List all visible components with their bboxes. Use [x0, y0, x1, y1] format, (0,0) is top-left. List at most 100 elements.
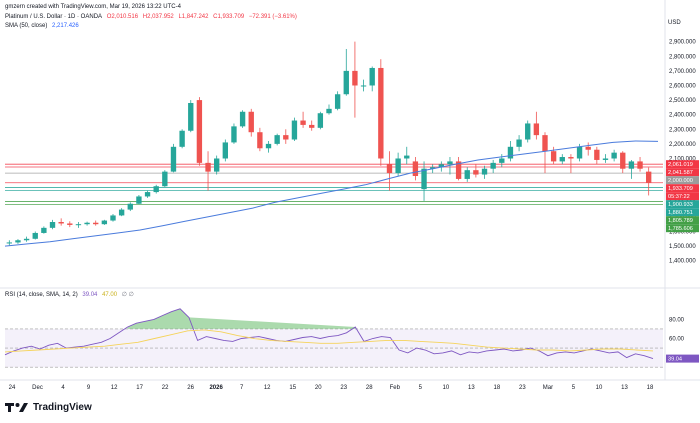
rsi-overbought-fill — [127, 308, 356, 329]
ohlc-close: C1,933.709 — [213, 14, 245, 20]
time-tick-label: 10 — [442, 385, 449, 391]
rsi-tick-label: 80.00 — [669, 317, 685, 323]
candle-body — [611, 152, 617, 159]
candle-body — [646, 171, 652, 183]
candle-body — [265, 143, 272, 149]
ohlc-change: −72.391 (−3.61%) — [248, 14, 297, 20]
candle-body — [525, 123, 531, 140]
candle-body — [67, 223, 73, 225]
candle-body — [291, 120, 298, 140]
price-tick-label: 2,100.000 — [669, 156, 696, 162]
candle-body — [93, 222, 99, 225]
candle-body — [499, 158, 505, 163]
price-tick-label: 2,400.000 — [669, 113, 696, 119]
candle-body — [84, 222, 90, 225]
time-tick-label: 18 — [494, 385, 501, 391]
rsi-value: 39.04 — [82, 292, 98, 298]
candle-body — [412, 161, 419, 177]
price-label-box — [666, 176, 699, 185]
time-tick-label: 20 — [315, 385, 322, 391]
rsi-legend: RSI (14, close, SMA, 14, 2) 39.04 47.00 … — [5, 291, 137, 298]
candle-body — [231, 126, 237, 143]
rsi-line — [4, 308, 654, 360]
ohlc-low: L1,847.242 — [178, 14, 209, 20]
time-tick-label: 28 — [366, 385, 373, 391]
price-label-box — [666, 184, 699, 193]
time-tick-label: 2026 — [209, 385, 223, 391]
time-tick-label: 17 — [136, 385, 143, 391]
candle-body — [257, 132, 263, 149]
candle-body — [352, 70, 358, 86]
price-label-text: 2,041.587 — [668, 170, 693, 176]
candle-body — [343, 70, 349, 95]
price-label-text: 2,061.019 — [668, 162, 693, 168]
price-tick-label: 1,400.000 — [669, 259, 696, 265]
price-tick-label: 2,300.000 — [669, 127, 696, 133]
price-tick-label: 1,500.000 — [669, 244, 696, 250]
candle-body — [170, 146, 177, 172]
time-tick-label: 13 — [468, 385, 475, 391]
candle-body — [490, 162, 496, 169]
candle-body — [196, 100, 203, 163]
candle-body — [23, 238, 30, 241]
rsi-sma-line — [4, 329, 654, 353]
candle-body — [473, 170, 479, 175]
candle-body — [15, 240, 21, 243]
candle-body — [369, 67, 375, 86]
time-tick-label: 12 — [111, 385, 118, 391]
price-label-box — [666, 208, 699, 217]
candle-body — [334, 94, 341, 109]
rsi-band — [5, 328, 663, 368]
candle-body — [214, 158, 220, 172]
rsi-extra: ∅ ∅ — [121, 292, 134, 298]
time-tick-label: 12 — [264, 385, 271, 391]
price-label-box — [666, 160, 699, 169]
tradingview-logo: TradingView — [5, 402, 92, 413]
candle-body — [239, 111, 246, 127]
candle-body — [188, 103, 194, 131]
price-label-box — [666, 168, 699, 177]
candle-body — [585, 146, 591, 150]
countdown-box — [666, 192, 699, 201]
legend-title-line: Platinum / U.S. Dollar · 1D · OANDA O2,0… — [5, 14, 300, 20]
created-by-text: gmzern created with TradingView.com, Mar… — [5, 4, 181, 10]
candle-body — [594, 149, 600, 160]
price-label-text: 1,900.933 — [668, 202, 693, 208]
candle-body — [516, 139, 522, 147]
price-label-text: 1,880.751 — [668, 210, 693, 216]
candle-body — [395, 158, 401, 174]
price-label-box — [666, 224, 699, 233]
candle-body — [205, 162, 211, 172]
candle-body — [162, 171, 168, 187]
candle-body — [455, 161, 462, 179]
candle-body — [222, 142, 228, 159]
time-tick-label: 9 — [87, 385, 91, 391]
candle-body — [637, 161, 643, 169]
candle-body — [559, 157, 565, 162]
candle-body — [550, 151, 557, 162]
time-tick-label: 15 — [289, 385, 296, 391]
candle-body — [568, 157, 574, 159]
candle-body — [127, 203, 133, 210]
ohlc-high: H2,037.952 — [142, 14, 174, 20]
sma-legend: SMA (50, close) 2,217.426 — [5, 23, 82, 29]
candle-body — [438, 164, 444, 168]
price-label-box — [666, 200, 699, 209]
countdown-text: 05:37:22 — [668, 194, 690, 200]
time-tick-label: Mar — [543, 385, 553, 391]
time-tick-label: 10 — [596, 385, 603, 391]
time-tick-label: 5 — [419, 385, 423, 391]
candle-body — [32, 232, 38, 239]
time-tick-label: 23 — [519, 385, 526, 391]
brand-name: TradingView — [33, 402, 92, 413]
time-tick-label: 18 — [647, 385, 654, 391]
rsi-label: RSI (14, close, SMA, 14, 2) — [5, 292, 78, 298]
time-tick-label: 13 — [621, 385, 628, 391]
candle-body — [179, 130, 185, 147]
price-label-text: 2,000.000 — [668, 178, 693, 184]
candle-body — [620, 152, 626, 169]
time-tick-label: 4 — [61, 385, 65, 391]
candle-body — [326, 108, 332, 114]
candle-body — [300, 120, 306, 125]
